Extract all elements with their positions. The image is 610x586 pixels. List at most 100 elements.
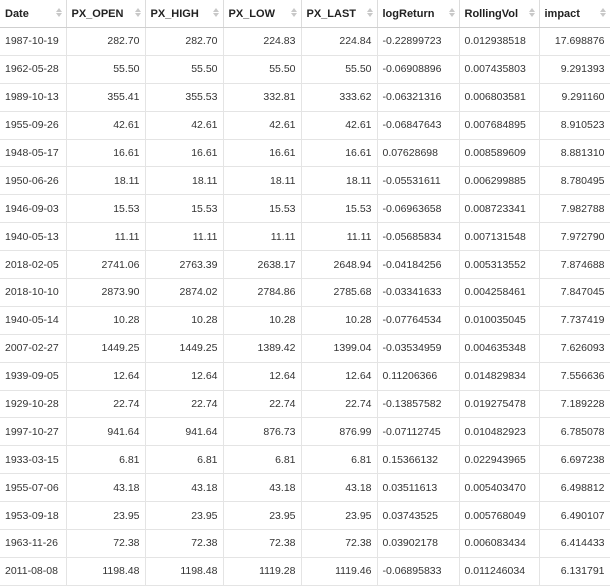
table-cell-px-high: 12.64 — [145, 362, 224, 391]
column-header-impact[interactable]: impact — [539, 0, 610, 28]
table-cell-px-open: 11.11 — [66, 222, 146, 252]
table-cell-px-high: 941.64 — [145, 417, 224, 447]
table-cell-px-open: 22.74 — [66, 390, 146, 419]
table-cell-rollingvol: 0.008723341 — [459, 194, 540, 224]
sort-ascending-icon — [366, 8, 373, 12]
table-cell-logreturn: -0.03534959 — [377, 334, 460, 363]
table-cell-px-last: 1399.04 — [301, 334, 378, 363]
table-cell-px-low: 224.83 — [223, 27, 302, 56]
table-cell-logreturn: 0.15366132 — [377, 445, 460, 475]
table-cell-px-last: 2785.68 — [301, 278, 378, 307]
table-cell-px-last: 1119.46 — [301, 557, 378, 586]
table-cell-px-low: 2784.86 — [223, 278, 302, 307]
table-cell-logreturn: -0.06321316 — [377, 83, 460, 112]
table-cell-logreturn: -0.06847643 — [377, 111, 460, 140]
table-cell-impact: 7.626093 — [539, 334, 610, 363]
table-cell-px-open: 55.50 — [66, 55, 146, 84]
column-header-label: PX_LOW — [228, 7, 275, 20]
column-header-px-low[interactable]: PX_LOW — [223, 0, 302, 28]
table-cell-date: 1939-09-05 — [0, 362, 67, 391]
table-cell-logreturn: -0.07764534 — [377, 306, 460, 335]
table-cell-px-open: 1449.25 — [66, 334, 146, 363]
table-cell-px-low: 18.11 — [223, 166, 302, 196]
sort-icon[interactable] — [290, 8, 297, 17]
table-cell-logreturn: -0.05685834 — [377, 222, 460, 252]
sort-descending-icon — [55, 13, 62, 17]
sort-icon[interactable] — [212, 8, 219, 17]
table-cell-px-low: 16.61 — [223, 139, 302, 168]
table-cell-px-high: 1449.25 — [145, 334, 224, 363]
table-cell-px-low: 72.38 — [223, 529, 302, 558]
table-cell-px-high: 18.11 — [145, 166, 224, 196]
table-cell-impact: 8.780495 — [539, 166, 610, 196]
table-cell-px-open: 2741.06 — [66, 250, 146, 280]
table-cell-impact: 6.414433 — [539, 529, 610, 558]
table-cell-px-open: 2873.90 — [66, 278, 146, 307]
table-cell-rollingvol: 0.010035045 — [459, 306, 540, 335]
table-cell-px-open: 1198.48 — [66, 557, 146, 586]
table-cell-px-high: 55.50 — [145, 55, 224, 84]
column-header-logreturn[interactable]: logReturn — [377, 0, 460, 28]
sort-icon[interactable] — [55, 8, 62, 17]
column-header-rollingvol[interactable]: RollingVol — [459, 0, 540, 28]
sort-descending-icon — [528, 13, 535, 17]
table-row: 1933-03-15 6.81 6.81 6.81 6.81 0.15366132 0.02… — [0, 445, 610, 475]
sort-icon[interactable] — [448, 8, 455, 17]
table-cell-rollingvol: 0.022943965 — [459, 445, 540, 475]
table-cell-date: 2011-08-08 — [0, 557, 67, 586]
sort-descending-icon — [290, 13, 297, 17]
column-header-label: Date — [5, 7, 29, 20]
table-cell-px-last: 22.74 — [301, 390, 378, 419]
table-row: 1953-09-18 23.95 23.95 23.95 23.95 0.03743525… — [0, 501, 610, 531]
table-cell-px-open: 12.64 — [66, 362, 146, 391]
table-row: 2018-02-05 2741.06 2763.39 2638.17 2648.94 -0… — [0, 250, 610, 280]
table-cell-logreturn: -0.06895833 — [377, 557, 460, 586]
table-row: 1939-09-05 12.64 12.64 12.64 12.64 0.11206366… — [0, 362, 610, 391]
table-cell-px-low: 1389.42 — [223, 334, 302, 363]
column-header-px-high[interactable]: PX_HIGH — [145, 0, 224, 28]
table-cell-logreturn: -0.06963658 — [377, 194, 460, 224]
table-cell-px-last: 224.84 — [301, 27, 378, 56]
table-cell-px-last: 6.81 — [301, 445, 378, 475]
table-cell-rollingvol: 0.004635348 — [459, 334, 540, 363]
table-cell-logreturn: 0.11206366 — [377, 362, 460, 391]
sort-descending-icon — [134, 13, 141, 17]
sort-ascending-icon — [134, 8, 141, 12]
table-cell-px-open: 282.70 — [66, 27, 146, 56]
sort-descending-icon — [212, 13, 219, 17]
column-header-px-last[interactable]: PX_LAST — [301, 0, 378, 28]
column-header-px-open[interactable]: PX_OPEN — [66, 0, 146, 28]
table-cell-date: 2018-02-05 — [0, 250, 67, 280]
table-cell-px-open: 18.11 — [66, 166, 146, 196]
table-row: 1989-10-13 355.41 355.53 332.81 333.62 -0.063… — [0, 83, 610, 112]
sort-icon[interactable] — [134, 8, 141, 17]
table-row: 1929-10-28 22.74 22.74 22.74 22.74 -0.1385758… — [0, 390, 610, 419]
column-header-label: logReturn — [382, 7, 435, 20]
table-cell-px-open: 42.61 — [66, 111, 146, 140]
table-cell-px-low: 6.81 — [223, 445, 302, 475]
table-cell-px-high: 15.53 — [145, 194, 224, 224]
sort-icon[interactable] — [599, 8, 606, 17]
sort-icon[interactable] — [528, 8, 535, 17]
table-cell-date: 1962-05-28 — [0, 55, 67, 84]
sort-icon[interactable] — [366, 8, 373, 17]
column-header-label: PX_HIGH — [150, 7, 199, 20]
table-cell-date: 1948-05-17 — [0, 139, 67, 168]
table-row: 2018-10-10 2873.90 2874.02 2784.86 2785.68 -0… — [0, 278, 610, 307]
table-cell-px-open: 10.28 — [66, 306, 146, 335]
table-cell-px-last: 43.18 — [301, 473, 378, 503]
column-header-date[interactable]: Date — [0, 0, 67, 28]
table-cell-px-high: 42.61 — [145, 111, 224, 140]
table-cell-date: 1997-10-27 — [0, 417, 67, 447]
table-cell-impact: 9.291393 — [539, 55, 610, 84]
table-row: 1950-06-26 18.11 18.11 18.11 18.11 -0.0553161… — [0, 166, 610, 196]
table-cell-px-high: 2874.02 — [145, 278, 224, 307]
table-cell-px-last: 23.95 — [301, 501, 378, 531]
table-cell-rollingvol: 0.019275478 — [459, 390, 540, 419]
table-cell-px-last: 11.11 — [301, 222, 378, 252]
table-row: 1962-05-28 55.50 55.50 55.50 55.50 -0.0690889… — [0, 55, 610, 84]
table-cell-date: 1940-05-14 — [0, 306, 67, 335]
table-cell-impact: 6.490107 — [539, 501, 610, 531]
table-cell-impact: 7.972790 — [539, 222, 610, 252]
